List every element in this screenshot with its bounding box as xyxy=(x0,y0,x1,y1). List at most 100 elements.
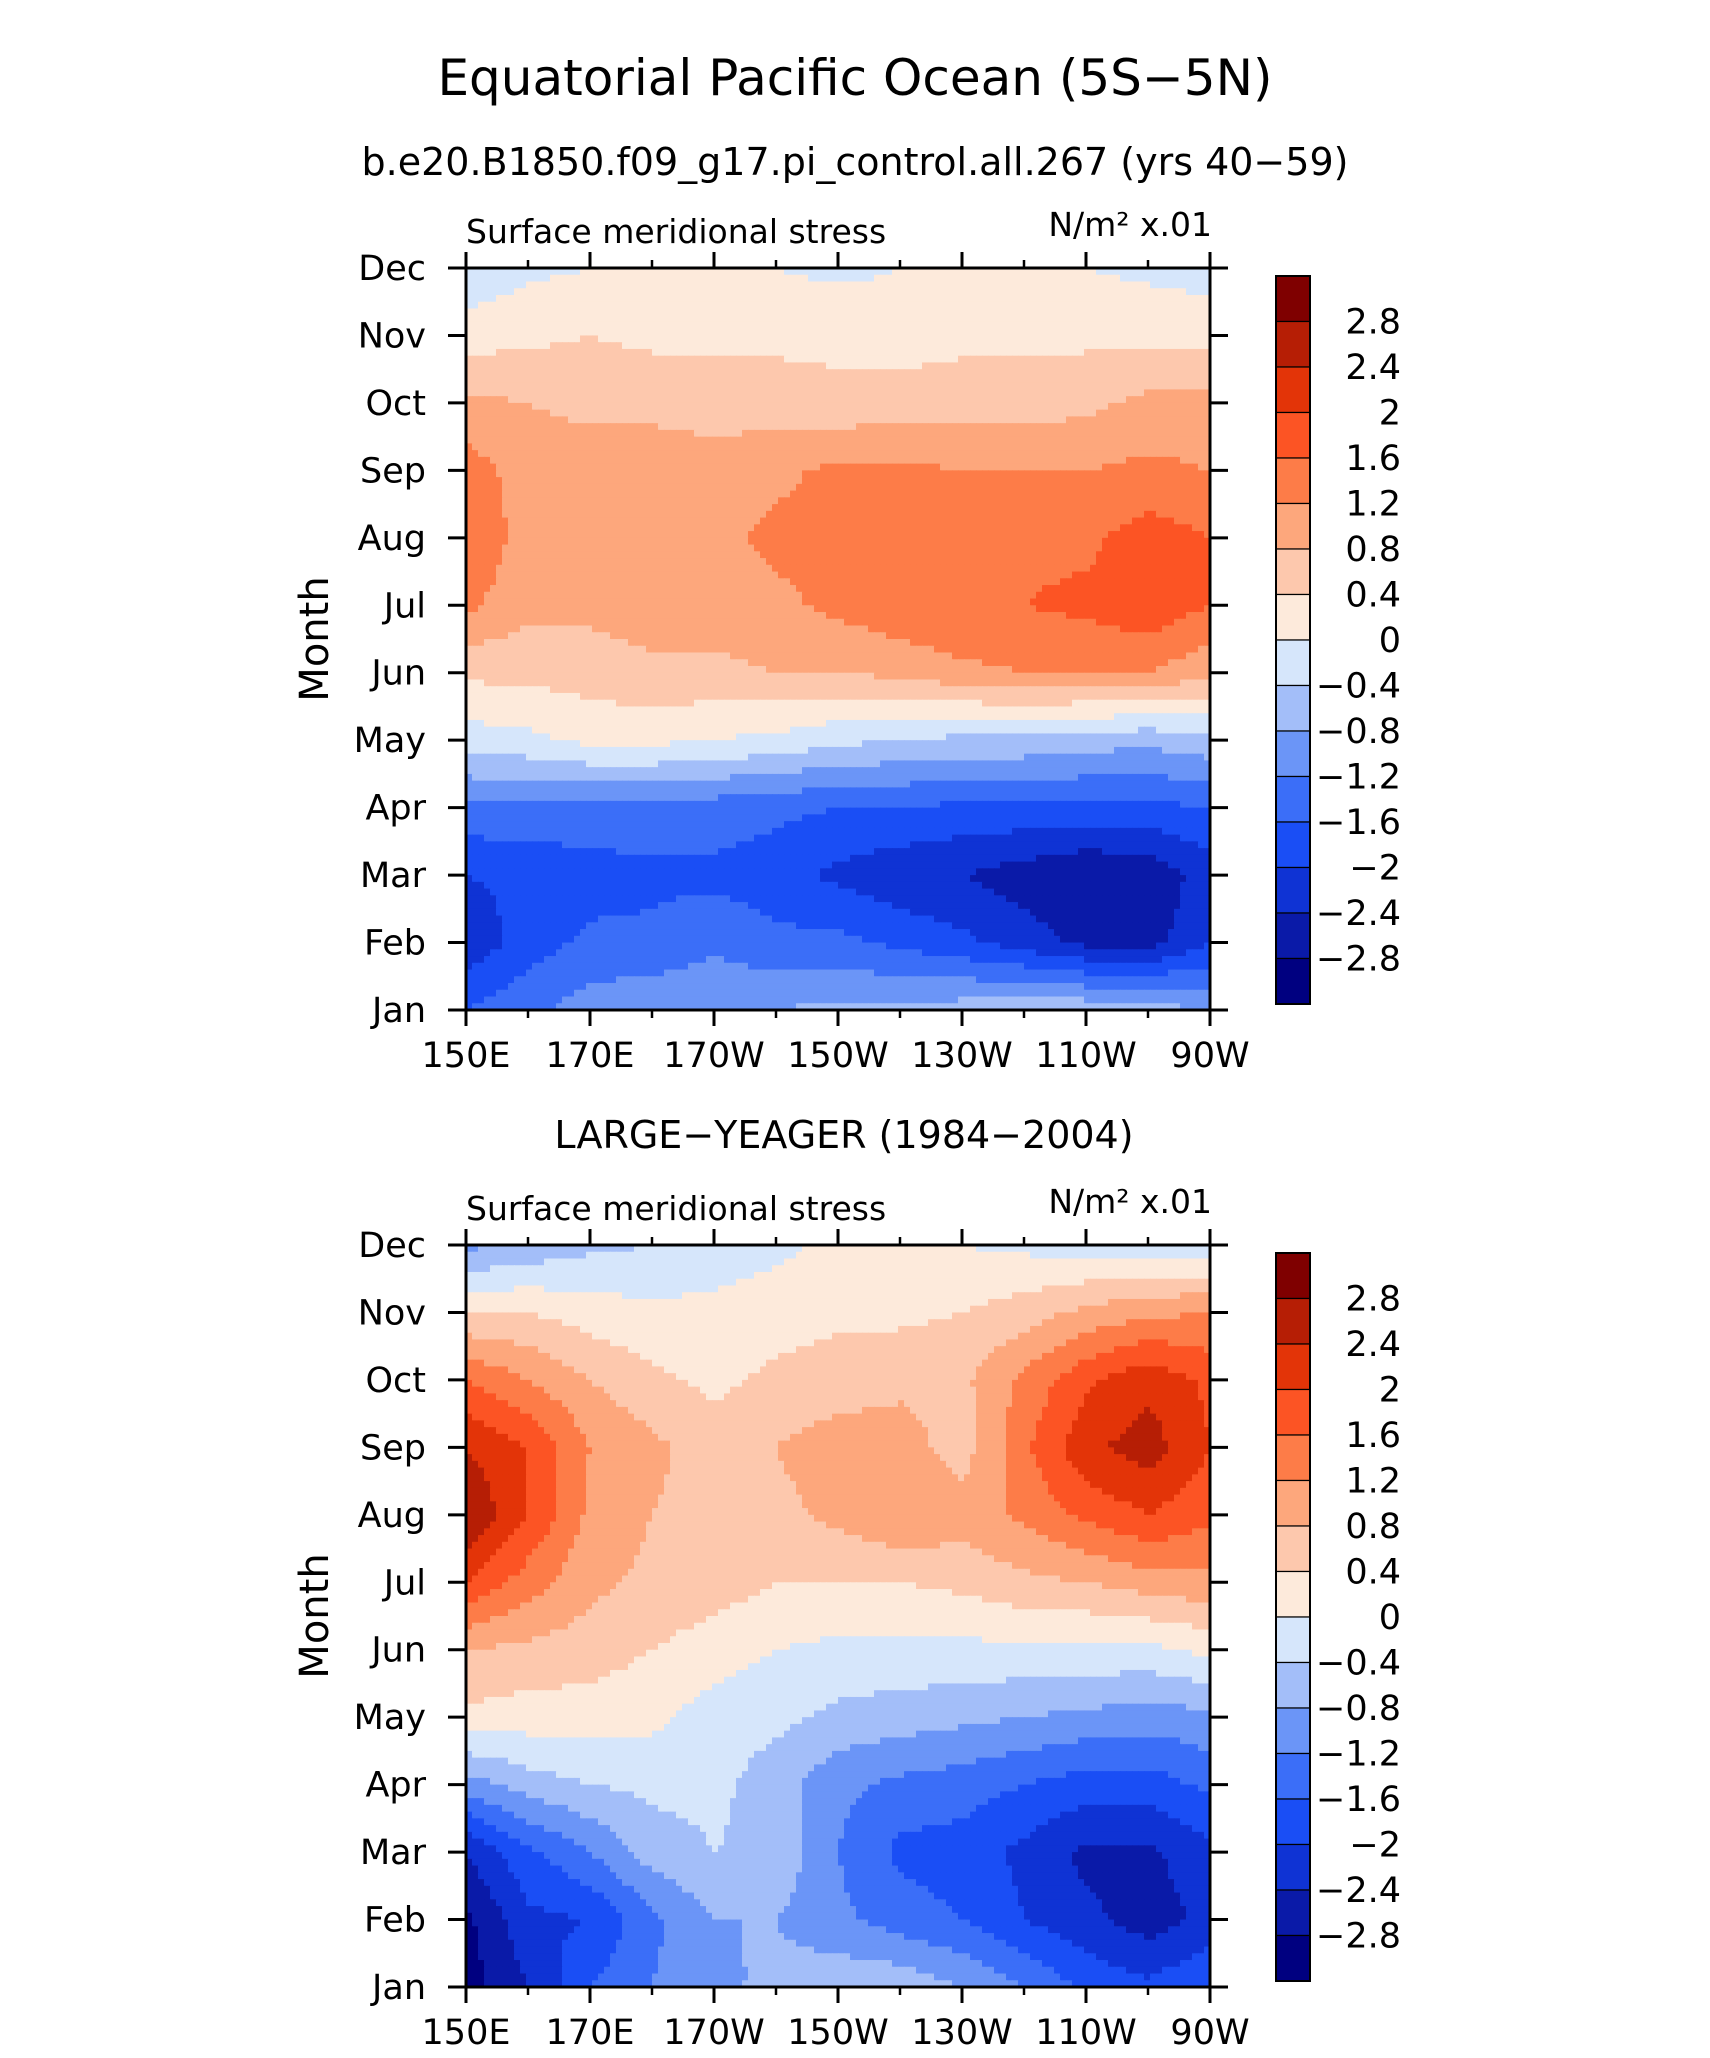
contour-cell xyxy=(796,281,803,288)
contour-cell xyxy=(886,308,893,315)
contour-cell xyxy=(634,302,641,309)
contour-cell xyxy=(544,288,551,295)
contour-cell xyxy=(844,288,851,295)
figure-title: Equatorial Pacific Ocean (5S−5N) xyxy=(437,49,1272,107)
contour-cell xyxy=(736,288,743,295)
contour-cell xyxy=(1072,288,1079,295)
contour-cell xyxy=(994,308,1001,315)
contour-cell xyxy=(1054,275,1061,282)
contour-cell xyxy=(904,275,911,282)
contour-cell xyxy=(988,288,995,295)
contour-cell xyxy=(700,288,707,295)
contour-cell xyxy=(592,288,599,295)
contour-cell xyxy=(1102,302,1109,309)
contour-cell xyxy=(706,315,713,322)
contour-cell xyxy=(598,308,605,315)
contour-cell xyxy=(1090,288,1097,295)
contour-cell xyxy=(664,308,671,315)
contour-cell xyxy=(1066,281,1073,288)
contour-cell xyxy=(550,302,557,309)
contour-cell xyxy=(952,315,959,322)
contour-cell xyxy=(730,302,737,309)
contour-cell xyxy=(742,295,749,302)
contour-cell xyxy=(1036,288,1043,295)
contour-cell xyxy=(1102,308,1109,315)
contour-cell xyxy=(772,302,779,309)
contour-cell xyxy=(568,288,575,295)
contour-cell xyxy=(982,302,989,309)
contour-cell xyxy=(1000,281,1007,288)
contour-cell xyxy=(472,315,479,322)
contour-cell xyxy=(1012,315,1019,322)
contour-cell xyxy=(1168,288,1175,295)
contour-cell xyxy=(562,308,569,315)
contour-cell xyxy=(1168,308,1175,315)
contour-cell xyxy=(958,315,965,322)
contour-cell xyxy=(844,308,851,315)
contour-cell xyxy=(496,275,503,282)
contour-cell xyxy=(814,275,821,282)
contour-cell xyxy=(784,322,791,329)
contour-cell xyxy=(808,308,815,315)
contour-cell xyxy=(1186,308,1193,315)
contour-cell xyxy=(514,315,521,322)
contour-cell xyxy=(994,302,1001,309)
contour-cell xyxy=(784,295,791,302)
contour-cell xyxy=(484,281,491,288)
contour-cell xyxy=(856,295,863,302)
contour-cell xyxy=(580,322,587,329)
contour-cell xyxy=(886,302,893,309)
contour-cell xyxy=(844,322,851,329)
contour-cell xyxy=(970,281,977,288)
contour-cell xyxy=(520,308,527,315)
contour-cell xyxy=(580,275,587,282)
contour-cell xyxy=(838,281,845,288)
contour-cell xyxy=(682,295,689,302)
contour-cell xyxy=(754,275,761,282)
contour-cell xyxy=(586,288,593,295)
contour-cell xyxy=(556,295,563,302)
contour-cell xyxy=(706,322,713,329)
contour-cell xyxy=(610,302,617,309)
contour-cell xyxy=(1186,288,1193,295)
contour-cell xyxy=(760,322,767,329)
contour-cell xyxy=(910,302,917,309)
contour-cell xyxy=(832,315,839,322)
contour-cell xyxy=(802,308,809,315)
contour-cell xyxy=(1036,295,1043,302)
contour-cell xyxy=(490,302,497,309)
contour-cell xyxy=(646,308,653,315)
contour-cell xyxy=(826,302,833,309)
contour-cell xyxy=(598,322,605,329)
contour-cell xyxy=(880,315,887,322)
contour-cell xyxy=(532,315,539,322)
contour-cell xyxy=(538,308,545,315)
contour-cell xyxy=(730,281,737,288)
contour-cell xyxy=(712,315,719,322)
contour-cell xyxy=(1024,281,1031,288)
contour-cell xyxy=(520,281,527,288)
contour-cell xyxy=(994,275,1001,282)
contour-cell xyxy=(748,315,755,322)
contour-cell xyxy=(526,302,533,309)
contour-cell xyxy=(670,322,677,329)
contour-cell xyxy=(652,315,659,322)
contour-cell xyxy=(742,281,749,288)
contour-cell xyxy=(922,322,929,329)
contour-cell xyxy=(868,295,875,302)
contour-cell xyxy=(970,315,977,322)
contour-cell xyxy=(1054,295,1061,302)
contour-cell xyxy=(742,275,749,282)
contour-cell xyxy=(472,308,479,315)
contour-cell xyxy=(652,288,659,295)
contour-cell xyxy=(694,288,701,295)
contour-cell xyxy=(568,322,575,329)
contour-cell xyxy=(970,302,977,309)
contour-cell xyxy=(538,275,545,282)
contour-cell xyxy=(706,308,713,315)
contour-cell xyxy=(910,315,917,322)
contour-cell xyxy=(952,295,959,302)
contour-cell xyxy=(670,288,677,295)
contour-cell xyxy=(922,302,929,309)
contour-cell xyxy=(1198,288,1205,295)
